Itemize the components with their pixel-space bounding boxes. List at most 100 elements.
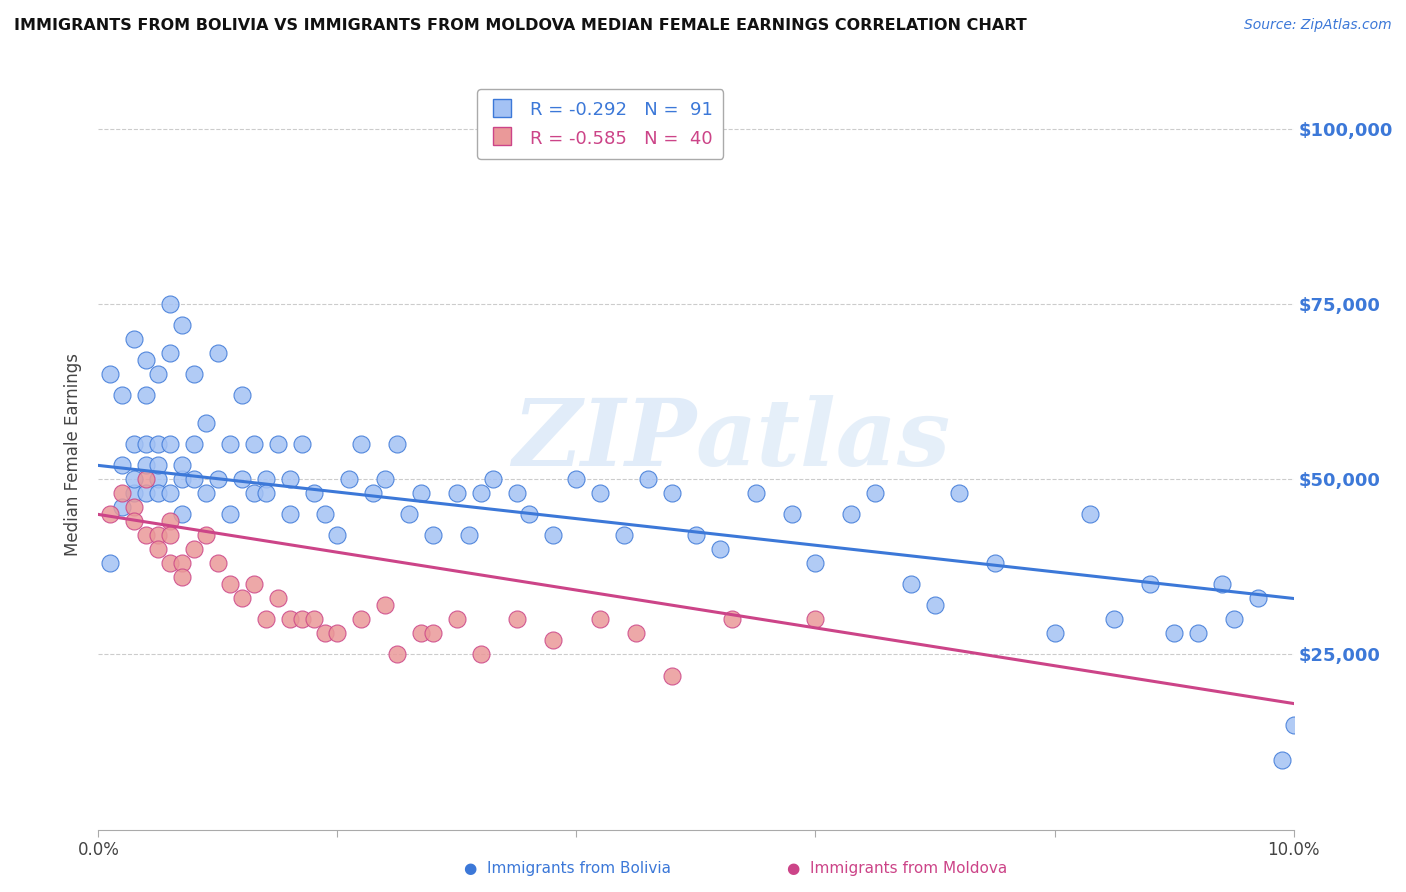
Point bbox=[172, 557, 194, 571]
Point bbox=[565, 472, 588, 486]
Point bbox=[159, 437, 181, 451]
Point bbox=[148, 472, 170, 486]
Point bbox=[470, 486, 492, 500]
Point bbox=[207, 346, 229, 360]
Point bbox=[98, 557, 122, 571]
Point bbox=[291, 612, 314, 626]
Point bbox=[1080, 508, 1102, 522]
Point bbox=[363, 486, 385, 500]
Point bbox=[541, 633, 564, 648]
Point bbox=[517, 508, 540, 522]
Point bbox=[302, 486, 325, 500]
Point bbox=[374, 599, 396, 613]
Text: atlas: atlas bbox=[696, 395, 952, 485]
Text: Source: ZipAtlas.com: Source: ZipAtlas.com bbox=[1244, 18, 1392, 32]
Point bbox=[254, 472, 277, 486]
Point bbox=[745, 486, 768, 500]
Point bbox=[804, 612, 827, 626]
Point bbox=[278, 612, 301, 626]
Point bbox=[172, 472, 194, 486]
Text: IMMIGRANTS FROM BOLIVIA VS IMMIGRANTS FROM MOLDOVA MEDIAN FEMALE EARNINGS CORREL: IMMIGRANTS FROM BOLIVIA VS IMMIGRANTS FR… bbox=[14, 18, 1026, 33]
Point bbox=[148, 486, 170, 500]
Text: ZIP: ZIP bbox=[512, 395, 696, 485]
Point bbox=[135, 388, 157, 402]
Point bbox=[124, 437, 146, 451]
Point bbox=[626, 626, 648, 640]
Point bbox=[446, 612, 468, 626]
Point bbox=[111, 500, 134, 515]
Point bbox=[1247, 591, 1270, 606]
Point bbox=[159, 346, 181, 360]
Point bbox=[506, 612, 529, 626]
Point bbox=[411, 486, 433, 500]
Point bbox=[183, 368, 205, 382]
Point bbox=[111, 458, 134, 473]
Point bbox=[721, 612, 744, 626]
Point bbox=[422, 626, 444, 640]
Point bbox=[1139, 577, 1161, 591]
Point bbox=[1211, 577, 1233, 591]
Point bbox=[183, 437, 205, 451]
Point bbox=[685, 528, 707, 542]
Point bbox=[374, 472, 396, 486]
Point bbox=[159, 297, 181, 311]
Point bbox=[506, 486, 529, 500]
Point bbox=[589, 612, 612, 626]
Point bbox=[148, 458, 170, 473]
Point bbox=[195, 417, 218, 431]
Point bbox=[267, 591, 290, 606]
Point bbox=[541, 528, 564, 542]
Point bbox=[183, 472, 205, 486]
Point bbox=[315, 508, 337, 522]
Point bbox=[709, 542, 731, 557]
Point bbox=[278, 472, 301, 486]
Point bbox=[231, 591, 253, 606]
Point bbox=[172, 318, 194, 333]
Point bbox=[924, 599, 946, 613]
Point bbox=[124, 500, 146, 515]
Point bbox=[1223, 612, 1246, 626]
Point bbox=[172, 458, 194, 473]
Point bbox=[780, 508, 803, 522]
Point bbox=[243, 437, 266, 451]
Point bbox=[804, 557, 827, 571]
Text: ●  Immigrants from Bolivia: ● Immigrants from Bolivia bbox=[464, 861, 671, 876]
Legend: R = -0.292   N =  91, R = -0.585   N =  40: R = -0.292 N = 91, R = -0.585 N = 40 bbox=[477, 89, 724, 159]
Point bbox=[243, 486, 266, 500]
Point bbox=[98, 508, 122, 522]
Point bbox=[148, 542, 170, 557]
Y-axis label: Median Female Earnings: Median Female Earnings bbox=[65, 353, 83, 557]
Point bbox=[865, 486, 887, 500]
Point bbox=[458, 528, 481, 542]
Point bbox=[183, 542, 205, 557]
Point bbox=[350, 612, 373, 626]
Point bbox=[111, 388, 134, 402]
Point bbox=[172, 570, 194, 584]
Point bbox=[159, 557, 181, 571]
Point bbox=[207, 472, 229, 486]
Point bbox=[254, 486, 277, 500]
Point bbox=[124, 472, 146, 486]
Point bbox=[1163, 626, 1185, 640]
Point bbox=[148, 437, 170, 451]
Point bbox=[195, 528, 218, 542]
Text: ●  Immigrants from Moldova: ● Immigrants from Moldova bbox=[787, 861, 1008, 876]
Point bbox=[159, 528, 181, 542]
Point bbox=[135, 437, 157, 451]
Point bbox=[124, 515, 146, 529]
Point bbox=[159, 486, 181, 500]
Point bbox=[135, 472, 157, 486]
Point bbox=[148, 368, 170, 382]
Point bbox=[326, 626, 349, 640]
Point bbox=[482, 472, 505, 486]
Point bbox=[231, 388, 253, 402]
Point bbox=[291, 437, 314, 451]
Point bbox=[98, 368, 122, 382]
Point bbox=[124, 332, 146, 346]
Point bbox=[135, 528, 157, 542]
Point bbox=[159, 515, 181, 529]
Point bbox=[661, 668, 683, 682]
Point bbox=[339, 472, 361, 486]
Point bbox=[385, 437, 409, 451]
Point bbox=[1271, 752, 1294, 766]
